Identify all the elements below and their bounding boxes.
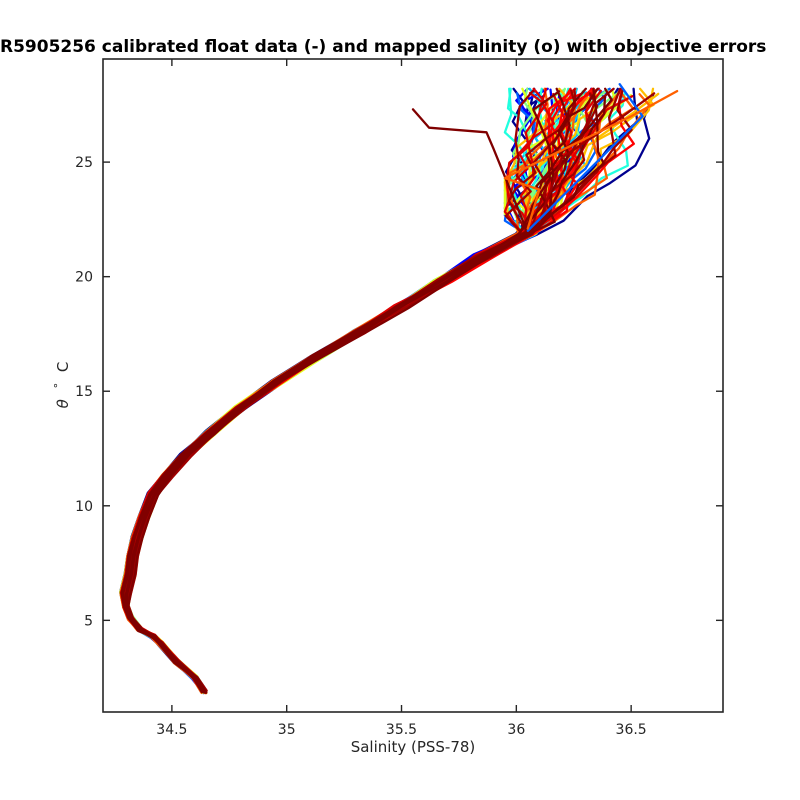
profile-line [120, 89, 535, 692]
profile-line [125, 87, 548, 692]
x-axis-label: Salinity (PSS-78) [351, 738, 476, 756]
profile-line [122, 87, 570, 692]
y-axis-label-degree: ° [52, 383, 65, 389]
profile-line-highlight [538, 92, 656, 223]
profile-line [126, 94, 567, 692]
y-axis-label-unit: C [54, 362, 72, 372]
profile-line [122, 90, 561, 693]
x-tick-label: 34.5 [156, 722, 187, 738]
profile-line [122, 87, 548, 692]
profile-line [119, 91, 556, 693]
profile-line [123, 87, 538, 693]
x-tick-label: 36 [507, 722, 525, 738]
profile-line [125, 87, 555, 694]
profile-line [120, 95, 556, 694]
axes-frame [102, 58, 724, 713]
profile-line [122, 88, 566, 691]
profile-line [122, 87, 547, 692]
profile-line [121, 87, 530, 694]
profile-line [119, 93, 547, 692]
profile-line-highlight [411, 108, 529, 235]
profile-line [122, 87, 553, 691]
profile-line [120, 88, 563, 693]
profile-line [124, 87, 572, 694]
y-tick-label: 15 [75, 384, 93, 400]
y-axis-label: θ ° C [48, 362, 72, 409]
profile-line-highlight [503, 89, 679, 230]
profile-line [119, 87, 536, 694]
profile-line [127, 98, 564, 695]
y-axis-label-symbol: θ [54, 399, 72, 408]
y-tick-label: 10 [75, 499, 93, 515]
profile-line [127, 87, 553, 692]
profile-line [123, 88, 557, 692]
profile-line [122, 89, 608, 694]
y-axis: 5 10 15 20 25 [75, 155, 723, 629]
profile-line [119, 92, 588, 694]
profile-line [126, 87, 549, 692]
profile-line [127, 87, 599, 694]
profile-line [122, 88, 544, 691]
x-tick-label: 36.5 [616, 722, 647, 738]
chart-title: R5905256 calibrated float data (-) and m… [0, 37, 766, 57]
y-tick-label: 25 [75, 155, 93, 171]
profile-line [125, 89, 556, 694]
profile-line [121, 87, 571, 694]
profile-line-highlight [526, 83, 644, 232]
x-tick-label: 35 [278, 722, 296, 738]
plot-area [119, 83, 679, 695]
profile-line [119, 87, 549, 692]
profile-line [125, 87, 554, 692]
svg-text:θ ° C: θ ° C [48, 362, 72, 409]
profile-line [126, 87, 559, 693]
x-axis: 34.5 35 35.5 36 36.5 [156, 59, 647, 738]
y-tick-label: 20 [75, 270, 93, 286]
y-tick-label: 5 [84, 613, 93, 629]
profile-line [121, 92, 539, 694]
x-tick-label: 35.5 [386, 722, 417, 738]
profile-line [122, 87, 566, 695]
